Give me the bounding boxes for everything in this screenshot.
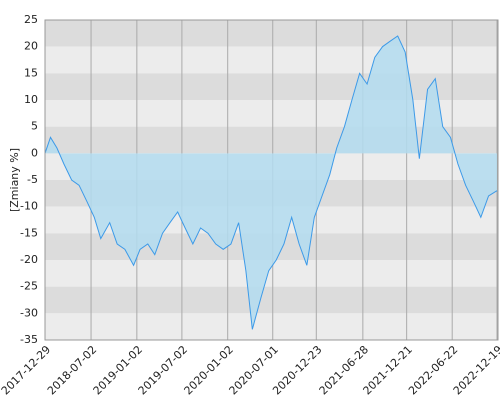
grid-band	[45, 313, 498, 340]
y-tick-label: 20	[24, 40, 38, 53]
y-tick-label: 0	[31, 146, 38, 159]
y-tick-label: -25	[20, 280, 38, 293]
line	[44, 35, 498, 330]
y-tick-label: 15	[24, 66, 38, 79]
y-axis-label: [Zmiany %]	[8, 148, 21, 212]
plot-frame	[44, 19, 499, 341]
y-tick-label: -35	[20, 333, 38, 346]
y-tick-label: -20	[20, 253, 38, 266]
y-tick-label: -15	[20, 226, 38, 239]
y-tick-label: 5	[31, 120, 38, 133]
y-tick-label: 25	[24, 13, 38, 26]
grid-band	[45, 46, 498, 74]
grid-band	[45, 100, 498, 127]
y-tick-label: -30	[20, 306, 38, 319]
y-tick-label: -5	[27, 173, 38, 186]
grid-band	[45, 73, 498, 100]
grid-band	[45, 20, 498, 47]
area	[45, 36, 498, 330]
y-tick-label: 10	[24, 93, 38, 106]
grid-band	[45, 286, 498, 314]
y-tick-label: -10	[20, 200, 38, 213]
